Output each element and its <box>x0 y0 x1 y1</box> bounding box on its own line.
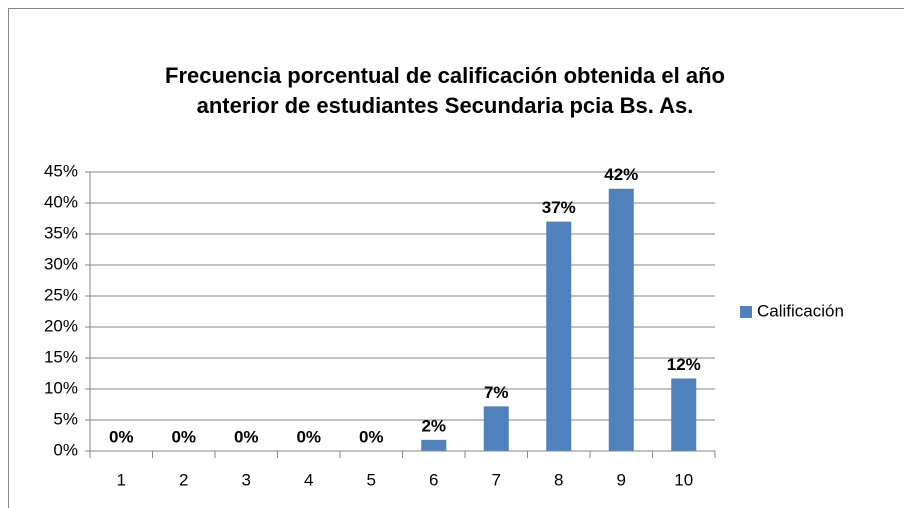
x-tick-label: 2 <box>179 470 188 489</box>
value-label: 7% <box>484 383 509 402</box>
x-tick-label: 7 <box>492 470 501 489</box>
chart-title: Frecuencia porcentual de calificación ob… <box>165 63 725 88</box>
x-tick-label: 5 <box>367 470 376 489</box>
y-tick-label: 35% <box>44 223 78 242</box>
bar <box>483 406 509 451</box>
x-tick-label: 8 <box>554 470 563 489</box>
chart-border <box>8 8 904 508</box>
x-tick-label: 9 <box>617 470 626 489</box>
value-label: 42% <box>604 165 638 184</box>
x-tick-label: 10 <box>674 470 693 489</box>
y-tick-label: 0% <box>53 440 78 459</box>
y-tick-label: 25% <box>44 285 78 304</box>
y-tick-label: 45% <box>44 161 78 180</box>
value-label: 0% <box>359 427 384 446</box>
value-label: 2% <box>421 416 446 435</box>
y-tick-label: 30% <box>44 254 78 273</box>
value-label: 0% <box>171 427 196 446</box>
value-label: 0% <box>109 427 134 446</box>
legend-swatch <box>740 306 752 318</box>
value-label: 0% <box>234 427 259 446</box>
x-tick-label: 1 <box>117 470 126 489</box>
bar <box>608 188 634 452</box>
y-tick-label: 40% <box>44 192 78 211</box>
x-tick-label: 4 <box>304 470 313 489</box>
value-label: 0% <box>296 427 321 446</box>
y-tick-label: 10% <box>44 378 78 397</box>
bar <box>421 439 447 451</box>
y-tick-label: 5% <box>53 409 78 428</box>
value-label: 37% <box>542 198 576 217</box>
legend-label: Calificación <box>757 301 844 320</box>
y-tick-label: 15% <box>44 347 78 366</box>
bar <box>671 378 697 451</box>
chart-subtitle: anterior de estudiantes Secundaria pcia … <box>197 93 694 118</box>
value-label: 12% <box>667 355 701 374</box>
bar <box>546 221 572 451</box>
y-tick-label: 20% <box>44 316 78 335</box>
x-tick-label: 3 <box>242 470 251 489</box>
x-tick-label: 6 <box>429 470 438 489</box>
